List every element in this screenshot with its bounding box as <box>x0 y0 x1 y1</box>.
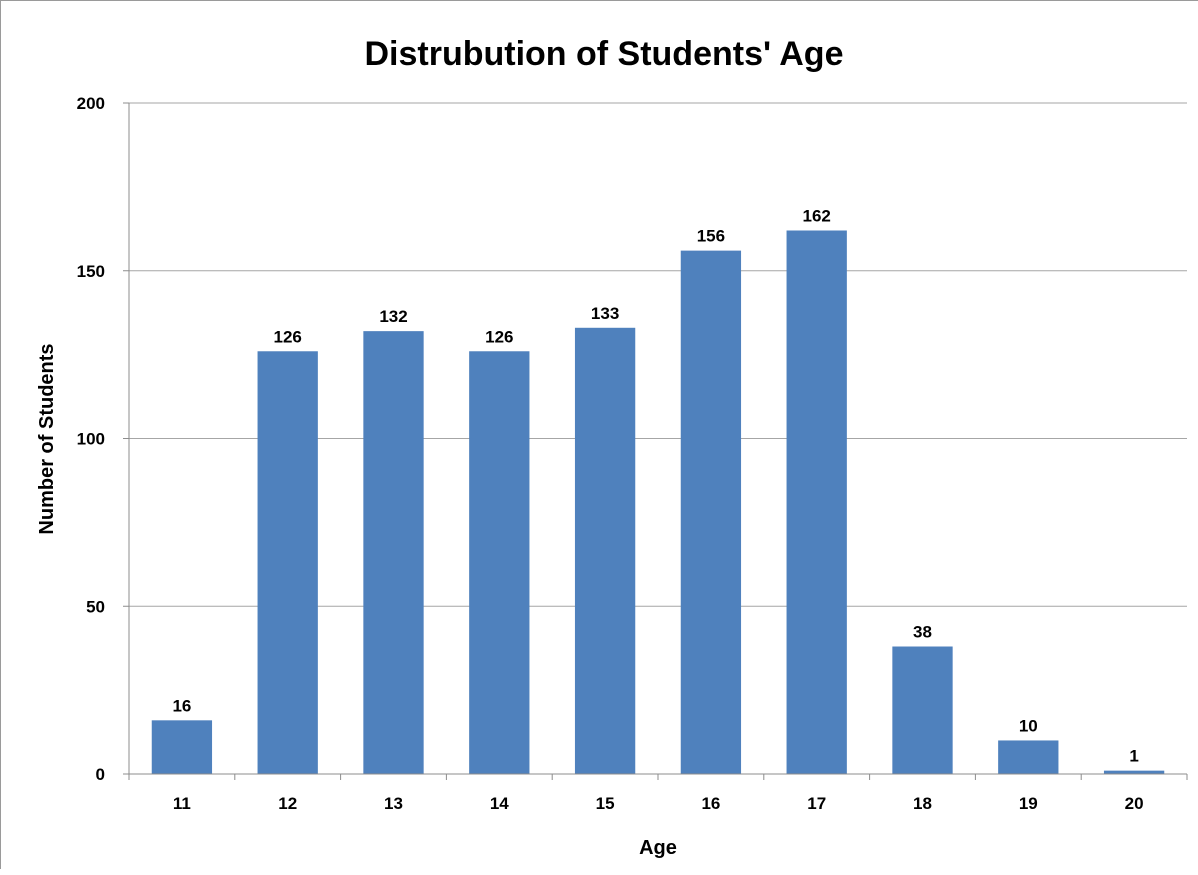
bar-12 <box>258 351 318 774</box>
data-label-18: 38 <box>913 623 932 642</box>
data-label-12: 126 <box>274 327 302 346</box>
bar-19 <box>998 740 1058 774</box>
data-label-15: 133 <box>591 304 619 323</box>
x-tick-label: 16 <box>701 794 720 813</box>
bar-14 <box>469 351 529 774</box>
y-tick-label: 150 <box>77 262 105 281</box>
x-tick-label: 11 <box>173 794 191 813</box>
bar-18 <box>892 647 952 774</box>
y-tick-label: 100 <box>77 430 105 449</box>
data-label-20: 1 <box>1129 747 1138 766</box>
data-label-16: 156 <box>697 227 725 246</box>
x-tick-label: 18 <box>913 794 932 813</box>
y-tick-label: 0 <box>96 765 105 784</box>
y-axis-title: Number of Students <box>36 343 58 534</box>
bar-15 <box>575 328 635 774</box>
x-tick-label: 14 <box>490 794 509 813</box>
bar-11 <box>152 720 212 774</box>
data-label-19: 10 <box>1019 716 1038 735</box>
bar-13 <box>363 331 423 774</box>
data-label-11: 16 <box>172 696 191 715</box>
chart-title: Distrubution of Students' Age <box>364 35 843 73</box>
y-axis-ticks: 0 50 100 150 200 <box>77 94 129 784</box>
x-tick-label: 12 <box>278 794 297 813</box>
bars <box>152 230 1165 774</box>
x-axis-ticks: 11 12 13 14 15 16 17 18 19 20 <box>129 774 1187 813</box>
bar-17 <box>787 230 847 774</box>
x-tick-label: 19 <box>1019 794 1038 813</box>
x-tick-label: 15 <box>596 794 615 813</box>
x-tick-label: 13 <box>384 794 403 813</box>
bar-16 <box>681 251 741 774</box>
x-tick-label: 20 <box>1125 794 1144 813</box>
data-label-13: 132 <box>379 307 407 326</box>
data-label-17: 162 <box>803 206 831 225</box>
y-tick-label: 50 <box>86 597 105 616</box>
x-axis-title: Age <box>639 837 677 859</box>
x-tick-label: 17 <box>807 794 826 813</box>
data-label-14: 126 <box>485 327 513 346</box>
bar-20 <box>1104 771 1164 774</box>
y-tick-label: 200 <box>77 94 105 113</box>
